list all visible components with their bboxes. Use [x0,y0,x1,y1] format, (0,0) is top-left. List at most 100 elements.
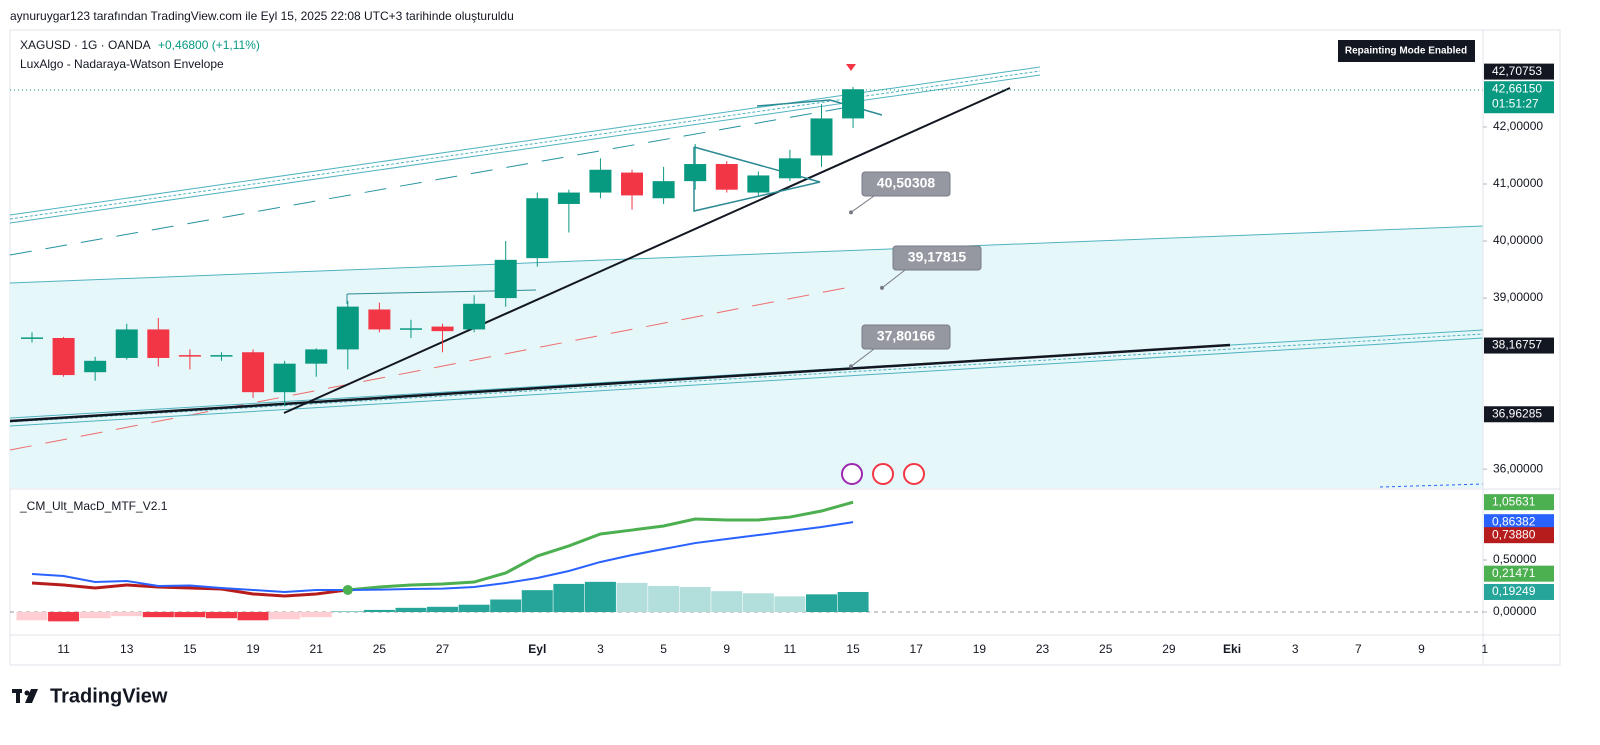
candle-body [715,164,738,190]
candle-body [305,349,328,364]
histogram-bar [16,611,48,621]
x-tick-label: 13 [120,642,134,656]
callout-point [849,364,853,369]
envelope-line [9,333,1484,423]
price-label-bg [1484,494,1554,511]
price-label: 0,86382 [1492,514,1536,528]
histogram-bar [584,581,616,612]
x-tick-label: 15 [183,642,197,656]
x-tick-label: Eki [1223,642,1241,656]
y-tick-label: 40,00000 [1493,233,1543,247]
envelope-line [9,74,1041,224]
candle-body [336,306,359,350]
cross-marker [342,584,353,595]
histogram-bar [774,596,806,612]
candle-body [242,352,265,393]
price-label: 0,19249 [1492,584,1536,598]
macd-line [347,500,854,592]
candle-body [494,259,517,299]
candle-body [431,326,454,332]
callout-label: 39,17815 [908,249,967,265]
candle-body [273,363,296,393]
x-tick-label: 25 [373,642,387,656]
histogram-bar [300,611,332,618]
envelope-fill [10,226,1483,488]
x-tick-label: Eyl [528,642,546,656]
histogram-bar [332,611,364,612]
histogram-bar [237,611,269,621]
histogram-bar [679,587,711,612]
countdown: 01:51:27 [1492,96,1539,110]
candle-body [147,329,170,358]
x-tick-label: 1 [1481,642,1488,656]
price-label-bg [1484,527,1554,544]
histogram-bar [142,611,174,618]
price-label-bg [1484,565,1554,582]
x-tick-label: 17 [910,642,924,656]
callout-bg [861,171,951,197]
x-tick-label: 11 [784,642,797,656]
histogram-bar [648,585,680,612]
x-tick-label: 15 [846,642,860,656]
x-tick-label: 27 [436,642,450,656]
candle-body [463,303,486,330]
x-tick-label: 19 [246,642,260,656]
candle-body [747,175,770,193]
price-label-bg [1484,81,1554,114]
y-tick-label: 0,50000 [1493,552,1537,566]
candle-body [210,355,233,357]
candle-body [652,181,675,199]
event-icon [872,463,894,485]
candle-body [526,198,549,259]
symbol-title: XAGUSD · 1G · OANDA [20,38,151,52]
callout-bg [892,245,982,271]
histogram-bar [837,591,869,612]
histogram-bar [174,611,206,618]
histogram-bar [711,591,743,612]
callout-label: 40,50308 [877,175,936,191]
macd-line [31,521,854,594]
price-label: 38,16757 [1492,338,1542,352]
price-label-bg [1484,63,1554,80]
price-label-bg [1484,514,1554,531]
x-tick-label: 9 [1418,642,1425,656]
x-tick-label: 29 [1162,642,1176,656]
histogram-bar [458,604,490,612]
badge: Repainting Mode Enabled [1345,46,1467,57]
candle-body [399,328,422,330]
price-label-bg [1484,406,1554,423]
price-label: 36,96285 [1492,406,1542,420]
histogram-bar [111,611,143,617]
histogram-bar [205,611,237,619]
dash-line [1379,483,1484,488]
y-tick-label: 36,00000 [1493,461,1543,475]
candle-body [21,337,43,339]
histogram-bar [427,606,459,612]
x-tick-label: 21 [310,642,324,656]
price-label-bg [1484,337,1554,354]
callout-point [880,285,884,290]
x-tick-label: 25 [1099,642,1113,656]
histogram-bar [48,611,80,622]
envelope-line [9,225,1484,284]
event-icon [903,463,925,485]
histogram-bar [490,599,522,612]
trend-line [9,343,1231,423]
indicator-name: LuxAlgo - Nadaraya-Watson Envelope [20,57,224,71]
candle-body [621,172,644,196]
candle-body [368,309,391,330]
price-label: 0,21471 [1492,566,1536,580]
x-tick-label: 9 [723,642,730,656]
x-tick-label: 3 [597,642,604,656]
candle-body [115,329,138,358]
y-tick-label: 0,00000 [1493,604,1537,618]
candle-body [684,164,707,182]
price-label: 1,05631 [1492,494,1536,508]
candle-body [557,192,580,204]
histogram-bar [806,594,837,612]
x-tick-label: 7 [1355,642,1362,656]
badge-bg [1338,40,1475,62]
y-tick-label: 42,00000 [1493,119,1543,133]
histogram-bar [363,609,395,612]
